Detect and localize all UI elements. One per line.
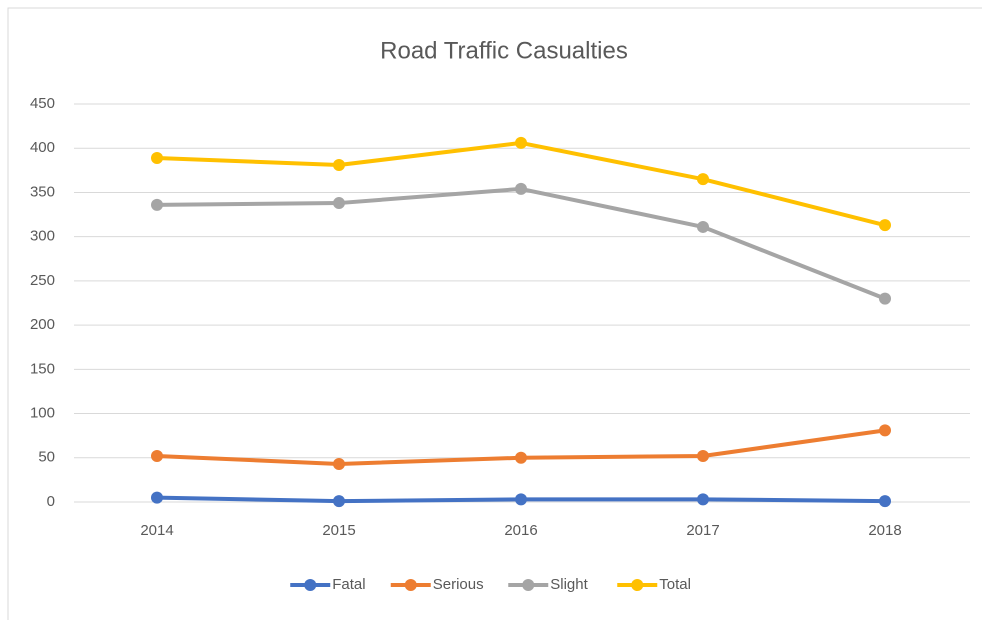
x-tick-label: 2016 <box>504 522 537 539</box>
y-tick-label: 300 <box>30 228 55 245</box>
data-point <box>333 495 345 508</box>
y-tick-label: 450 <box>30 95 55 112</box>
data-point <box>697 173 709 186</box>
data-point <box>515 493 527 506</box>
legend-marker <box>631 579 644 591</box>
data-point <box>333 159 345 172</box>
legend-marker <box>404 579 417 591</box>
data-point <box>697 450 709 463</box>
legend-marker <box>304 579 317 591</box>
data-point <box>879 424 891 437</box>
legend-label: Slight <box>550 576 588 593</box>
legend-label: Fatal <box>332 576 365 593</box>
y-tick-label: 350 <box>30 183 55 200</box>
y-tick-label: 150 <box>30 360 55 377</box>
y-tick-label: 200 <box>30 316 55 333</box>
data-point <box>879 219 891 232</box>
x-tick-label: 2015 <box>322 522 355 539</box>
data-point <box>151 491 163 504</box>
data-point <box>333 457 345 470</box>
data-point <box>697 493 709 506</box>
x-tick-label: 2017 <box>686 522 719 539</box>
data-point <box>515 136 527 149</box>
data-point <box>697 220 709 233</box>
data-point <box>879 495 891 508</box>
y-tick-label: 100 <box>30 405 55 422</box>
data-point <box>515 451 527 464</box>
y-tick-label: 50 <box>38 449 55 466</box>
data-point <box>151 450 163 463</box>
legend-label: Serious <box>433 576 484 593</box>
data-point <box>151 151 163 164</box>
x-tick-label: 2014 <box>140 522 173 539</box>
data-point <box>333 197 345 210</box>
legend-label: Total <box>659 576 691 593</box>
data-point <box>879 292 891 305</box>
x-tick-label: 2018 <box>868 522 901 539</box>
data-point <box>151 198 163 211</box>
y-tick-label: 0 <box>47 493 55 510</box>
chart-title: Road Traffic Casualties <box>380 37 628 64</box>
y-tick-label: 400 <box>30 139 55 156</box>
data-point <box>515 182 527 195</box>
y-tick-label: 250 <box>30 272 55 289</box>
chart-frame <box>7 7 982 620</box>
legend-marker <box>522 579 535 591</box>
